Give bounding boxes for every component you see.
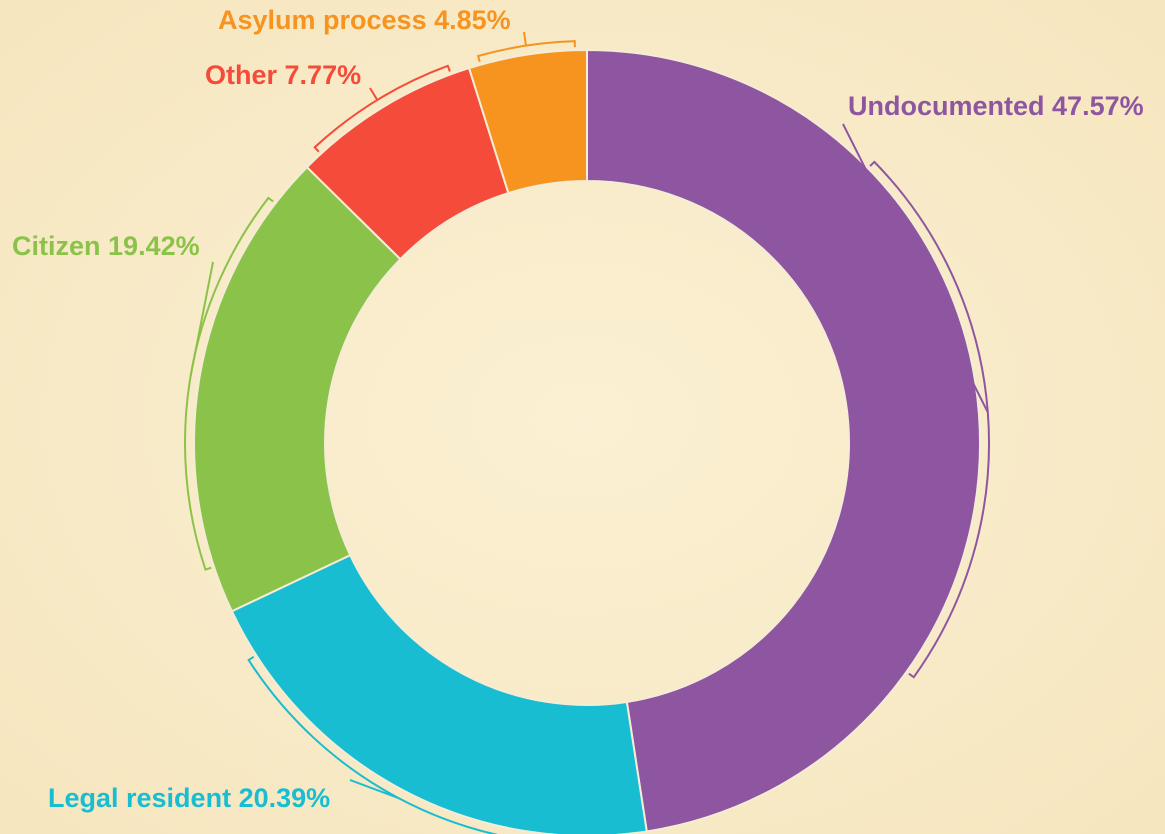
slice-label: Undocumented 47.57% — [848, 91, 1144, 121]
slice-value: 7.77% — [285, 60, 362, 90]
callout-bracket — [184, 196, 274, 571]
callout-leader — [369, 87, 379, 101]
callout-leader — [349, 779, 399, 800]
donut-slice — [193, 165, 402, 613]
slice-name: Citizen — [12, 231, 101, 261]
slice-value: 4.85% — [434, 5, 511, 35]
slice-value: 19.42% — [108, 231, 200, 261]
slice-label: Other 7.77% — [205, 60, 361, 90]
callout-bracket — [869, 160, 990, 679]
slice-value: 20.39% — [239, 783, 331, 813]
donut-slice — [467, 48, 588, 195]
slice-name: Asylum process — [218, 5, 427, 35]
slice-value: 47.57% — [1052, 91, 1144, 121]
slice-name: Undocumented — [848, 91, 1045, 121]
slice-label: Citizen 19.42% — [12, 231, 200, 261]
slice-label: Asylum process 4.85% — [218, 5, 511, 35]
donut-slice — [230, 553, 648, 834]
slice-name: Legal resident — [48, 783, 231, 813]
callout-leader — [523, 31, 527, 46]
slice-name: Other — [205, 60, 278, 90]
callout-bracket — [247, 656, 499, 834]
callout-leader — [842, 123, 989, 413]
donut-slice — [586, 48, 981, 833]
callout-leader — [189, 261, 214, 377]
slice-label: Legal resident 20.39% — [48, 783, 330, 813]
